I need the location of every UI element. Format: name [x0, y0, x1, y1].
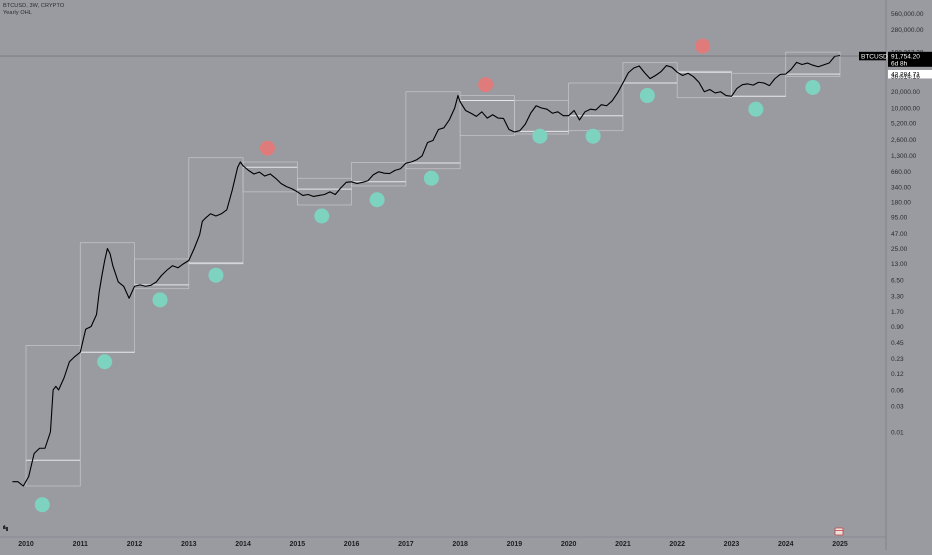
y-tick-label: 180.00 — [891, 200, 911, 207]
y-tick-label: 20,000.00 — [891, 89, 920, 96]
y-tick-label: 0.01 — [891, 429, 904, 436]
y-tick-label: 13.00 — [891, 261, 908, 268]
price-tag-label: 42,284.71 — [891, 71, 920, 78]
y-tick-label: 2,600.00 — [891, 137, 917, 144]
x-tick-label: 2022 — [669, 541, 685, 548]
y-tick-label: 280,000.00 — [891, 27, 924, 34]
y-tick-label: 5,200.00 — [891, 121, 917, 128]
symbol-tag-bg — [859, 51, 886, 61]
green-cycle-marker — [34, 497, 50, 513]
y-tick-label: 560,000.00 — [891, 11, 924, 18]
y-tick-label: 10,000.00 — [891, 105, 920, 112]
x-tick-label: 2021 — [615, 541, 631, 548]
yearly-box-2024 — [785, 51, 841, 77]
y-tick-label: 0.12 — [891, 371, 904, 378]
y-tick-label: 0.03 — [891, 404, 904, 411]
price-series — [0, 54, 886, 487]
y-tick-label: 340.00 — [891, 185, 911, 192]
y-tick-label: 47.00 — [891, 231, 908, 238]
y-tick-label: 0.23 — [891, 356, 904, 363]
y-tick-label: 25.00 — [891, 246, 908, 253]
x-tick-label: 2023 — [724, 541, 740, 548]
red-cycle-marker — [259, 140, 275, 156]
symbol-tag-label: BTCUSD — [861, 53, 888, 60]
y-tick-label: 6.50 — [891, 277, 904, 284]
x-tick-label: 2011 — [73, 541, 88, 548]
x-tick-label: 2020 — [561, 541, 577, 548]
yearly-box-2013 — [188, 157, 244, 265]
yearly-box-2010 — [25, 345, 81, 487]
y-tick-label: 95.00 — [891, 215, 908, 222]
x-tick-label: 2018 — [452, 541, 468, 548]
y-tick-label: 660.00 — [891, 169, 911, 176]
yearly-box-2014 — [242, 161, 298, 193]
y-tick-label: 0.06 — [891, 387, 904, 394]
x-tick-label: 2012 — [127, 541, 143, 548]
green-cycle-marker — [369, 192, 385, 208]
x-tick-label: 2010 — [18, 541, 34, 548]
green-cycle-marker — [97, 354, 113, 370]
green-cycle-marker — [585, 128, 601, 144]
y-axis-labels[interactable]: 1,500,000.00560,000.00280,000.0020,000.0… — [891, 0, 929, 436]
green-cycle-marker — [639, 88, 655, 104]
price-tag-bg — [888, 69, 932, 79]
yearly-box-2012 — [134, 258, 190, 290]
green-cycle-marker — [423, 170, 439, 186]
x-tick-label: 2015 — [290, 541, 306, 548]
x-tick-label: 2014 — [235, 541, 251, 548]
y-tick-label: 1.70 — [891, 309, 904, 316]
calendar-icon[interactable] — [834, 527, 844, 536]
x-tick-label: 2016 — [344, 541, 360, 548]
y-tick-label: 0.45 — [891, 340, 904, 347]
btc-price-line — [12, 54, 841, 487]
y-tick-label: 1,300.00 — [891, 153, 917, 160]
green-cycle-marker — [532, 128, 548, 144]
y-tick-label: 3.30 — [891, 293, 904, 300]
x-tick-label: 2025 — [832, 541, 848, 548]
green-cycle-marker — [208, 267, 224, 283]
x-tick-label: 2019 — [507, 541, 523, 548]
green-cycle-marker — [805, 79, 821, 95]
green-cycle-marker — [152, 292, 168, 308]
red-cycle-marker — [695, 38, 711, 54]
y-tick-label: 0.90 — [891, 324, 904, 331]
cycle-markers — [34, 38, 821, 513]
x-tick-label: 2024 — [778, 541, 794, 548]
x-axis-labels: 2010 2011 2012 2013 2014 2015 2016 2017 2018 2019… — [18, 541, 848, 548]
symbol-title: BTCUSD, 3W, CRYPTO — [3, 3, 65, 9]
price-tag-label: 38,514.16 — [891, 74, 920, 81]
price-tag-label: 91,754.20 — [891, 53, 920, 60]
indicator-title: Yearly OHL — [3, 10, 32, 16]
green-cycle-marker — [748, 101, 764, 117]
x-tick-label: 2013 — [181, 541, 197, 548]
price-tag-bg — [888, 51, 932, 67]
yearly-box-2016 — [351, 162, 407, 187]
red-cycle-marker — [478, 77, 494, 93]
tv-logo-icon[interactable] — [3, 525, 8, 531]
green-cycle-marker — [314, 208, 330, 224]
x-tick-label: 2017 — [398, 541, 414, 548]
countdown-label: 6d 8h — [891, 61, 908, 68]
